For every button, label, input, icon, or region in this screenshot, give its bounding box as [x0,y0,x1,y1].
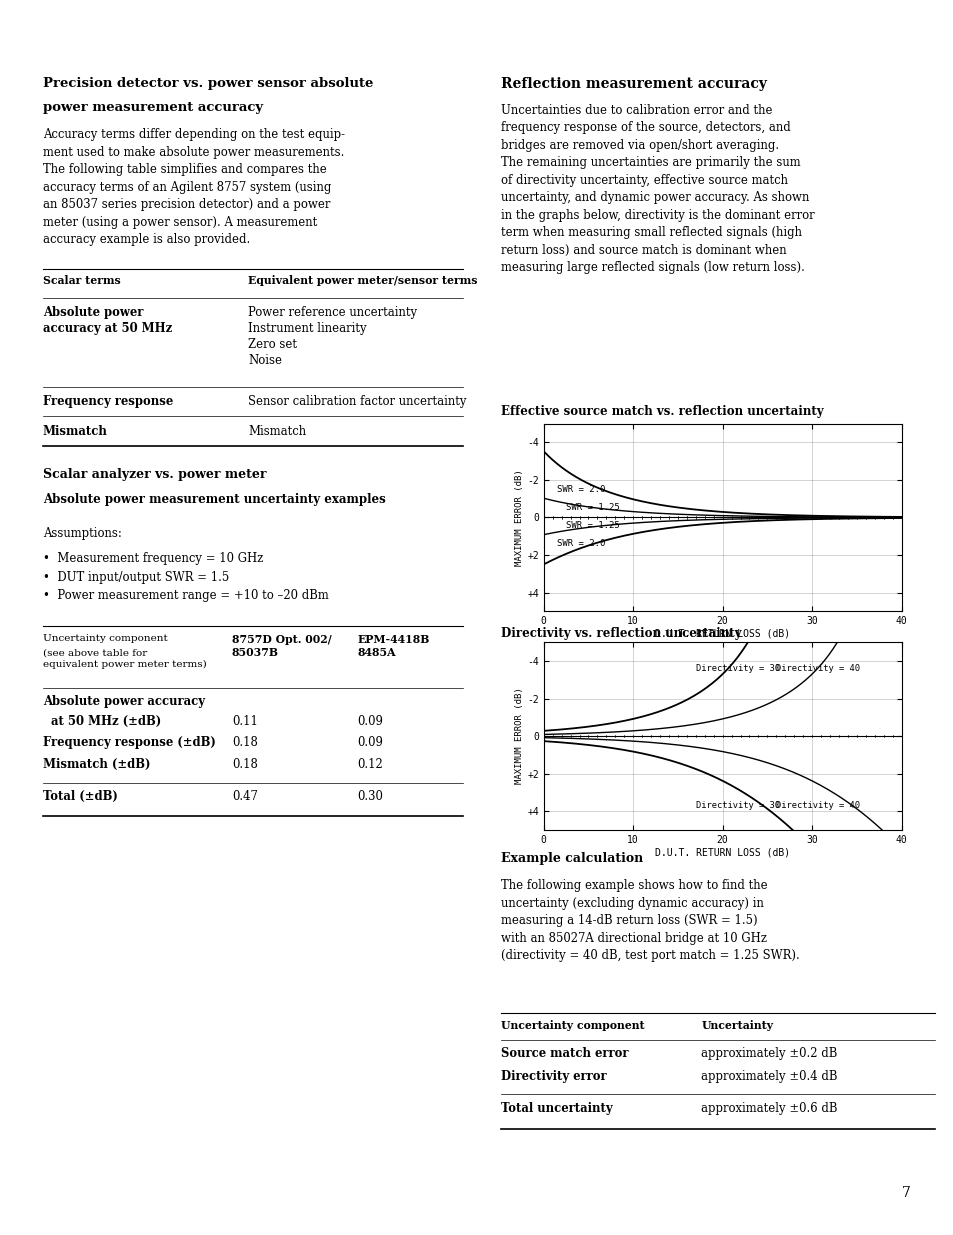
Text: •  Power measurement range = +10 to –20 dBm: • Power measurement range = +10 to –20 d… [43,589,329,603]
Text: •  Measurement frequency = 10 GHz: • Measurement frequency = 10 GHz [43,552,263,566]
Text: Example calculation: Example calculation [500,852,642,866]
Text: (see above table for
equivalent power meter terms): (see above table for equivalent power me… [43,648,207,668]
X-axis label: D.U.T. RETURN LOSS (dB): D.U.T. RETURN LOSS (dB) [655,847,789,857]
Text: 0.18: 0.18 [232,758,257,772]
Text: approximately ±0.6 dB: approximately ±0.6 dB [700,1102,837,1115]
Text: Frequency response (±dB): Frequency response (±dB) [43,736,215,750]
Text: at 50 MHz (±dB): at 50 MHz (±dB) [43,715,161,729]
Text: 0.09: 0.09 [357,736,383,750]
Text: Total uncertainty: Total uncertainty [500,1102,612,1115]
Text: SWR = 1.25: SWR = 1.25 [565,503,619,511]
Text: Total (±dB): Total (±dB) [43,790,117,804]
Text: SWR = 2.0: SWR = 2.0 [557,540,605,548]
Text: 0.11: 0.11 [232,715,257,729]
Text: Accuracy terms differ depending on the test equip-
ment used to make absolute po: Accuracy terms differ depending on the t… [43,128,345,247]
Text: 0.18: 0.18 [232,736,257,750]
Y-axis label: MAXIMUM ERROR (dB): MAXIMUM ERROR (dB) [515,469,524,566]
Text: SWR = 1.25: SWR = 1.25 [565,521,619,530]
Text: Uncertainty: Uncertainty [700,1020,773,1031]
Text: Mismatch (±dB): Mismatch (±dB) [43,758,151,772]
Text: Absolute power accuracy: Absolute power accuracy [43,695,205,709]
Text: Directivity = 30: Directivity = 30 [695,664,779,673]
Text: Scalar terms: Scalar terms [43,275,120,287]
Text: approximately ±0.4 dB: approximately ±0.4 dB [700,1070,837,1083]
Text: 0.30: 0.30 [357,790,383,804]
Text: Directivity = 30: Directivity = 30 [695,802,779,810]
Text: Source match error: Source match error [500,1047,628,1061]
Text: 8757D Opt. 002/
85037B: 8757D Opt. 002/ 85037B [232,634,332,658]
Text: Effective source match vs. reflection uncertainty: Effective source match vs. reflection un… [500,405,822,419]
Text: Directivity = 40: Directivity = 40 [776,802,860,810]
X-axis label: D.U.T. RETURN LOSS (dB): D.U.T. RETURN LOSS (dB) [655,629,789,638]
Text: 0.47: 0.47 [232,790,257,804]
Text: Reflection measurement accuracy: Reflection measurement accuracy [500,77,766,90]
Text: Directivity error: Directivity error [500,1070,606,1083]
Text: •  DUT input/output SWR = 1.5: • DUT input/output SWR = 1.5 [43,571,229,584]
Text: SWR = 2.0: SWR = 2.0 [557,485,605,494]
Text: Power reference uncertainty
Instrument linearity
Zero set
Noise: Power reference uncertainty Instrument l… [248,306,416,367]
Text: approximately ±0.2 dB: approximately ±0.2 dB [700,1047,837,1061]
Text: Sensor calibration factor uncertainty: Sensor calibration factor uncertainty [248,395,466,409]
Text: Assumptions:: Assumptions: [43,527,122,541]
Text: Absolute power
accuracy at 50 MHz: Absolute power accuracy at 50 MHz [43,306,172,335]
Text: Frequency response: Frequency response [43,395,173,409]
Text: Absolute power measurement uncertainty examples: Absolute power measurement uncertainty e… [43,493,385,506]
Text: Uncertainty component: Uncertainty component [500,1020,644,1031]
Text: Mismatch: Mismatch [43,425,108,438]
Text: 0.09: 0.09 [357,715,383,729]
Text: EPM-4418B
8485A: EPM-4418B 8485A [357,634,430,658]
Text: Uncertainty component: Uncertainty component [43,634,168,642]
Y-axis label: MAXIMUM ERROR (dB): MAXIMUM ERROR (dB) [515,688,524,784]
Text: The following example shows how to find the
uncertainty (excluding dynamic accur: The following example shows how to find … [500,879,799,962]
Text: Scalar analyzer vs. power meter: Scalar analyzer vs. power meter [43,468,266,482]
Text: Precision detector vs. power sensor absolute: Precision detector vs. power sensor abso… [43,77,373,90]
Text: Uncertainties due to calibration error and the
frequency response of the source,: Uncertainties due to calibration error a… [500,104,814,274]
Text: Directivity vs. reflection uncertainty: Directivity vs. reflection uncertainty [500,627,740,641]
Text: power measurement accuracy: power measurement accuracy [43,101,263,115]
Text: 7: 7 [902,1187,910,1200]
Text: Mismatch: Mismatch [248,425,306,438]
Text: Directivity = 40: Directivity = 40 [776,664,860,673]
Text: Equivalent power meter/sensor terms: Equivalent power meter/sensor terms [248,275,477,287]
Text: 0.12: 0.12 [357,758,383,772]
